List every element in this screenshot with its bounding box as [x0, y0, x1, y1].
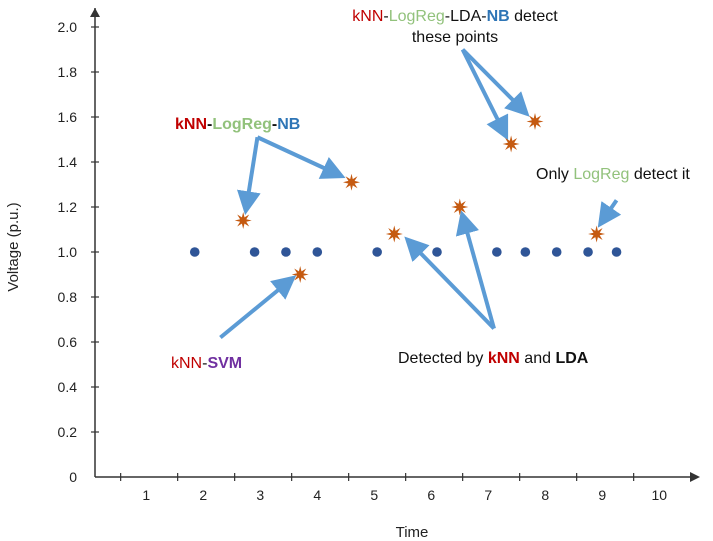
annotation-arrow [219, 275, 297, 340]
y-tick-label: 0 [69, 469, 77, 485]
annotation-top-line2: these points [411, 29, 499, 46]
x-tick-label: 5 [370, 487, 378, 503]
annotation-arrow [455, 210, 496, 330]
ann-left-seg-4: NB [277, 116, 301, 133]
anomaly-point [343, 173, 360, 191]
ann-left-seg-1: - [207, 116, 213, 133]
ann-svm-seg-0: kNN [171, 355, 203, 372]
annotation-arrow [404, 236, 496, 330]
x-axis-label: Time [396, 524, 429, 541]
ann-right-seg-2: detect it [629, 166, 690, 183]
anomaly-point [451, 198, 469, 216]
normal-point [583, 247, 593, 257]
annotation-arrow [597, 199, 622, 228]
normal-point [520, 247, 531, 257]
annotation-arrow [237, 136, 261, 216]
normal-point [372, 247, 382, 257]
ann-left-seg-3: - [271, 116, 278, 133]
annotation-arrow [460, 48, 509, 141]
ann-left-seg-0: kNN [175, 116, 208, 133]
x-tick-label: 7 [484, 487, 492, 503]
x-tick-label: 2 [199, 487, 207, 503]
anomaly-point [234, 212, 252, 229]
anomaly-point [291, 266, 309, 283]
ann-top-seg-1: - [383, 8, 389, 25]
normal-point [551, 247, 562, 257]
anomaly-point [385, 225, 403, 243]
normal-point [189, 247, 200, 257]
y-tick-label: 1.2 [58, 199, 78, 215]
annotation-svm: kNN-SVM [171, 353, 242, 374]
x-tick-label: 3 [256, 487, 264, 503]
ann-svm-seg-1: - [202, 355, 208, 372]
normal-point [611, 247, 622, 257]
normal-point [312, 247, 323, 257]
y-axis-arrowhead [90, 8, 100, 17]
annotation-top: kNN-LogReg-LDA-NB detect these points [330, 6, 580, 48]
annotation-arrows [219, 48, 622, 340]
annotation-right: Only LogReg detect it [536, 164, 690, 185]
ann-top-seg-5: detect [509, 8, 558, 25]
ann-top-seg-2: LogReg [388, 8, 445, 25]
y-tick-label: 0.6 [58, 334, 78, 350]
y-axis-label: Voltage (p.u.) [5, 202, 22, 291]
y-tick-label: 1.4 [58, 154, 78, 170]
y-tick-label: 1.0 [58, 244, 78, 260]
anomaly-point [588, 225, 606, 243]
ann-top-seg-0: kNN [352, 8, 384, 25]
annotation-arrow [256, 135, 346, 179]
ann-svm-seg-2: SVM [207, 355, 243, 372]
y-tick-label: 1.6 [58, 109, 78, 125]
annotation-top-line1: kNN-LogReg-LDA-NB detect [330, 6, 580, 27]
x-axis-arrowhead [690, 472, 700, 482]
data-points [189, 113, 622, 283]
normal-point [432, 247, 442, 257]
y-tick-label: 0.4 [58, 379, 78, 395]
x-tick-label: 1 [142, 487, 150, 503]
x-tick-label: 6 [427, 487, 435, 503]
normal-point [281, 247, 291, 257]
ann-left-seg-2: LogReg [212, 116, 272, 133]
y-tick-label: 2.0 [58, 19, 78, 35]
x-tick-label: 4 [313, 487, 321, 503]
normal-point [492, 247, 502, 257]
y-tick-label: 1.8 [58, 64, 78, 80]
anomaly-point [502, 135, 520, 153]
x-tick-label: 9 [598, 487, 606, 503]
ann-bottom-seg-1: kNN [487, 350, 520, 367]
y-tick-label: 0.2 [58, 424, 78, 440]
ann-bottom-seg-0: Detected by [398, 350, 488, 367]
x-tick-label: 10 [652, 487, 668, 503]
ann-top-seg-3: -LDA- [444, 8, 487, 25]
ann-bottom-seg-3: LDA [555, 350, 589, 367]
ann-top-seg-4: NB [486, 8, 510, 25]
anomaly-point [526, 113, 544, 130]
annotation-arrow [461, 48, 530, 117]
y-tick-label: 0.8 [58, 289, 78, 305]
ann-right-seg-0: Only [536, 166, 574, 183]
annotation-left: kNN-LogReg-NB [175, 114, 300, 135]
annotation-bottom: Detected by kNN and LDA [398, 348, 588, 369]
axes: 0 0.2 0.4 0.6 0.8 1.0 1.2 1.4 1.6 1.8 2.0 1 2 3 4 5 6 7 8 9… [58, 8, 700, 503]
ann-right-seg-1: LogReg [573, 166, 630, 183]
x-tick-label: 8 [541, 487, 549, 503]
normal-point [249, 247, 260, 257]
ann-bottom-seg-2: and [519, 350, 556, 367]
